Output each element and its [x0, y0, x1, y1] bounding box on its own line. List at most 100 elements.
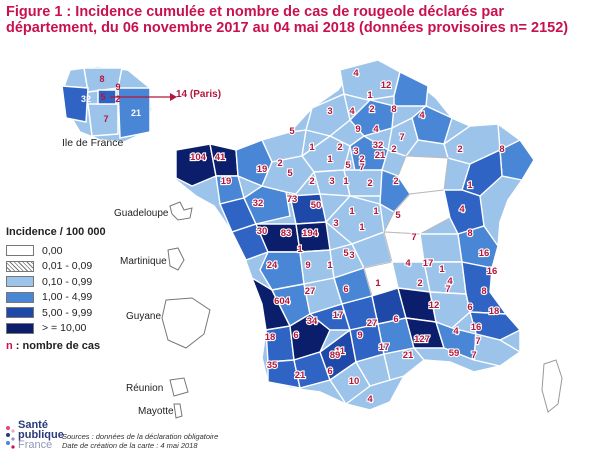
department-case-count: 9 — [355, 124, 360, 135]
department-case-count: 7 — [399, 132, 404, 143]
department-case-count: 83 — [281, 228, 292, 239]
department-case-count: 21 — [295, 370, 306, 381]
reunion-label: Réunion — [126, 383, 164, 394]
guyane-shape — [161, 297, 211, 349]
department-case-count: 6 — [293, 330, 298, 341]
department-case-count: 2 — [337, 142, 342, 153]
idf-inset-label: Ile de France — [62, 137, 124, 149]
department-case-count: 1 — [309, 142, 315, 153]
brand-line-3: France — [18, 439, 53, 451]
department-case-count: 7 — [411, 232, 416, 243]
france-map — [175, 59, 535, 411]
idf-dept-78 — [61, 85, 89, 123]
department-case-count: 2 — [457, 144, 462, 155]
department-case-count: 32 — [253, 198, 264, 209]
martinique-label: Martinique — [120, 256, 167, 267]
department-case-count: 127 — [414, 334, 430, 345]
department-case-count: 3 — [333, 218, 338, 229]
department-case-count: 1 — [297, 244, 303, 255]
department-case-count: 4 — [419, 110, 425, 121]
legend-label: 5,00 - 9,99 — [42, 306, 93, 319]
department-case-count: 59 — [449, 348, 460, 359]
note-prefix: n — [6, 340, 13, 352]
department-case-count: 3 — [329, 176, 334, 187]
note-text: : nombre de cas — [12, 340, 101, 352]
legend-swatch — [6, 276, 34, 288]
department-case-count: 18 — [265, 332, 276, 343]
legend-label: > = 10,00 — [42, 322, 87, 335]
department-case-count: 2 — [391, 144, 396, 155]
brand-line-1: Santé — [18, 419, 48, 431]
mayotte-shape — [173, 403, 183, 419]
idf-count: 8 — [99, 74, 104, 84]
guadeloupe-label: Guadeloupe — [114, 208, 169, 219]
department-case-count: 89 — [330, 350, 341, 361]
department-case-count: 604 — [274, 296, 291, 307]
department-case-count: 7 — [475, 336, 480, 347]
department-case-count: 1 — [343, 176, 349, 187]
paris-callout-arrow — [170, 93, 177, 101]
case-count-note: n : nombre de cas — [6, 340, 100, 352]
department-case-count: 50 — [311, 200, 322, 211]
brand-logo: Santé publique France — [18, 419, 64, 451]
department-case-count: 8 — [391, 104, 396, 115]
department-case-count: 2 — [277, 158, 282, 169]
brand-line-2: publique — [18, 429, 64, 441]
department-case-count: 7 — [445, 284, 450, 295]
department-case-count: 16 — [479, 248, 490, 259]
department-case-count: 8 — [467, 228, 472, 239]
martinique-shape — [167, 247, 185, 271]
idf-count: 9 — [115, 82, 120, 92]
department-case-count: 11 — [335, 346, 346, 357]
department-case-count: 1 — [349, 206, 355, 217]
department-case-count: 34 — [307, 316, 318, 327]
department-case-count: 1 — [327, 154, 333, 165]
department-case-count: 5 — [287, 168, 293, 179]
department-case-count: 9 — [305, 260, 310, 271]
department-case-count: 8 — [481, 286, 486, 297]
department-case-count: 5 — [395, 210, 401, 221]
guadeloupe-shape — [169, 201, 193, 221]
legend-swatch — [6, 322, 34, 334]
department-case-count: 5 — [343, 248, 349, 259]
overseas-territories — [161, 201, 211, 419]
department-case-count: 2 — [359, 154, 364, 165]
legend-item: 0,10 - 0,99 — [6, 274, 106, 290]
department-case-count: 1 — [467, 180, 473, 191]
department-case-count: 5 — [289, 126, 295, 137]
legend-item: 0,00 — [6, 243, 106, 259]
department-case-count: 12 — [381, 80, 392, 91]
legend-swatch — [6, 260, 34, 272]
paris-callout-label: 14 (Paris) — [176, 89, 222, 100]
department-case-count: 1 — [439, 264, 445, 275]
department-case-count: 3 — [327, 106, 332, 117]
department-case-count: 9 — [357, 330, 362, 341]
department-case-count: 10 — [349, 376, 360, 387]
idf-count: 32 — [81, 94, 91, 104]
department-case-count: 1 — [373, 206, 379, 217]
department-case-count: 1 — [327, 260, 333, 271]
department-case-count: 18 — [489, 306, 500, 317]
department-case-count: 6 — [467, 302, 472, 313]
guyane-label: Guyane — [126, 311, 162, 322]
department-case-count: 2 — [417, 278, 422, 289]
legend-item: 5,00 - 9,99 — [6, 305, 106, 321]
idf-dept-77 — [117, 87, 151, 139]
legend-item: 1,00 - 4,99 — [6, 290, 106, 306]
department-case-count: 8 — [499, 144, 504, 155]
sources-line-2: Date de création de la carte : 4 mai 201… — [62, 441, 198, 450]
department-case-count: 35 — [267, 360, 278, 371]
reunion-shape — [169, 377, 189, 397]
department-case-count: 2 — [393, 176, 398, 187]
department-case-count: 73 — [287, 194, 298, 205]
department-case-count: 24 — [267, 260, 278, 271]
department-case-count: 3 — [349, 250, 354, 261]
legend-item: 0,01 - 0,09 — [6, 259, 106, 275]
department-case-count: 27 — [305, 286, 316, 297]
legend-label: 1,00 - 4,99 — [42, 291, 93, 304]
idf-count: 21 — [131, 108, 141, 118]
idf-count: 7 — [103, 114, 108, 124]
legend-label: 0,10 - 0,99 — [42, 275, 93, 288]
department-case-count: 16 — [487, 266, 498, 277]
